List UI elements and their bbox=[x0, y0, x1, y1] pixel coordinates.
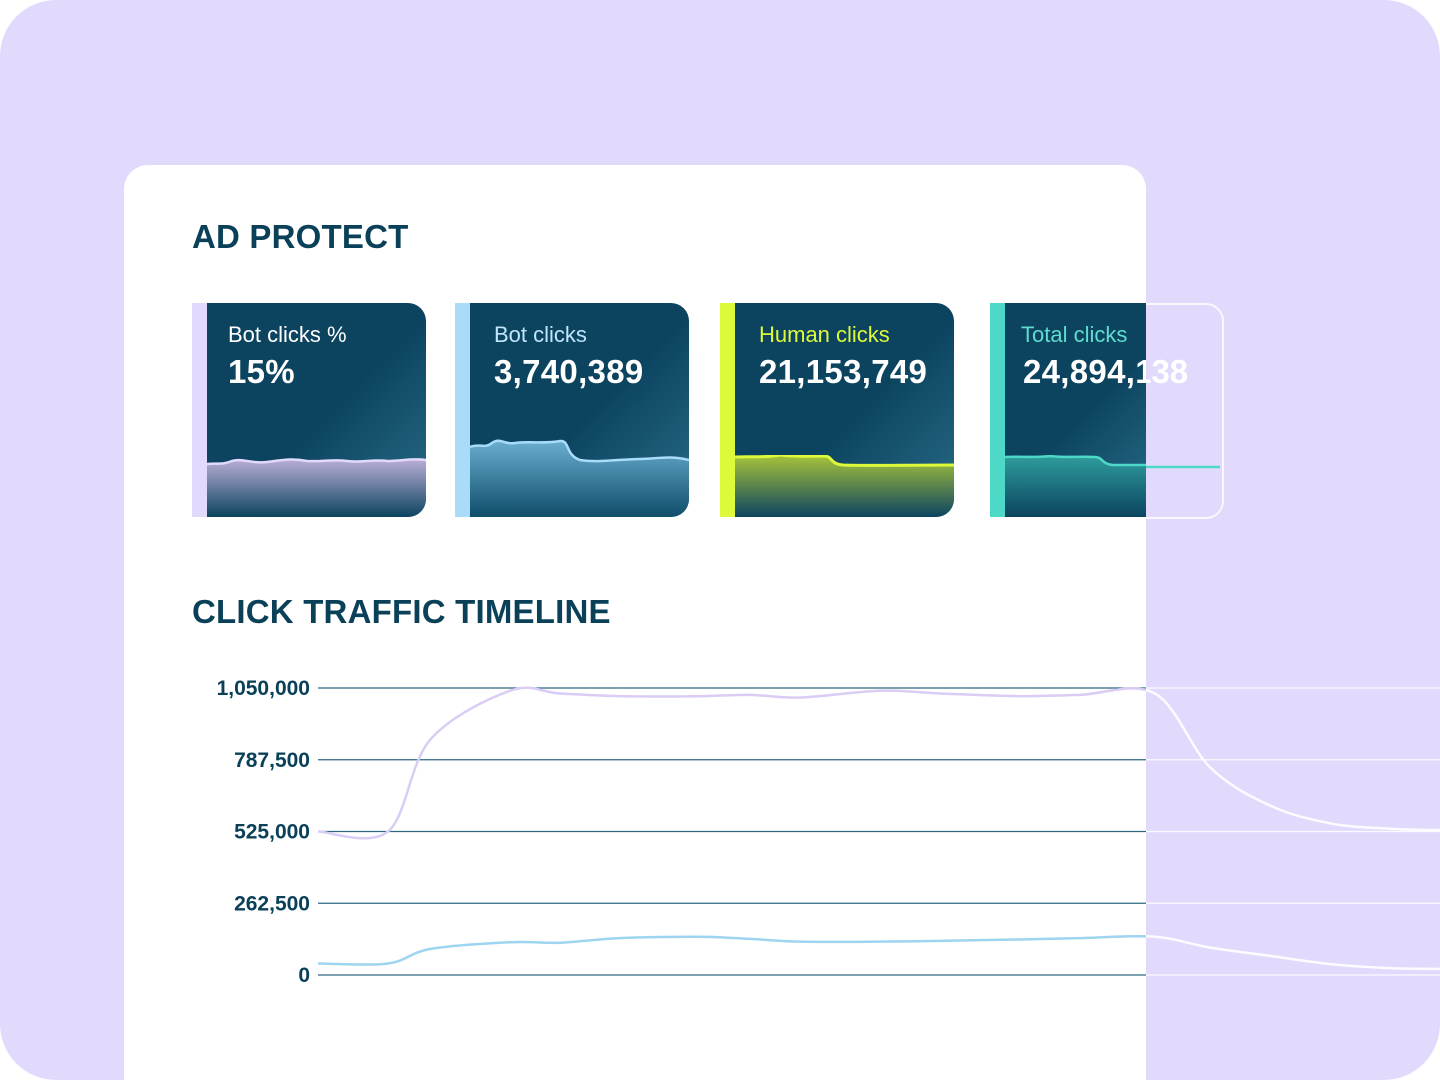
card-sparkline bbox=[735, 455, 954, 517]
card-overflow-sparkline bbox=[1146, 465, 1220, 469]
card-accent-stripe bbox=[990, 303, 1005, 517]
card-accent-stripe bbox=[192, 303, 207, 517]
card-value: 15% bbox=[228, 353, 295, 390]
series-line-1 bbox=[317, 686, 1146, 840]
kpi-card-bot-clicks[interactable]: Bot clicks 3,740,389 bbox=[455, 303, 689, 517]
series-line-1-overflow bbox=[1146, 688, 1440, 832]
kpi-card-human-clicks[interactable]: Human clicks 21,153,749 bbox=[720, 303, 954, 517]
card-value: 21,153,749 bbox=[759, 353, 928, 390]
y-tick-label: 262,500 bbox=[234, 892, 310, 915]
section-title-timeline: CLICK TRAFFIC TIMELINE bbox=[192, 593, 611, 630]
series-line-2-overflow bbox=[1146, 935, 1440, 971]
card-label: Human clicks bbox=[759, 322, 890, 347]
y-tick-label: 525,000 bbox=[234, 821, 310, 844]
series-line-2 bbox=[317, 934, 1146, 966]
card-accent-stripe bbox=[720, 303, 735, 517]
card-label: Bot clicks bbox=[494, 322, 587, 347]
card-overflow-outline bbox=[1146, 303, 1224, 519]
kpi-card-bot-clicks-percent[interactable]: Bot clicks % 15% bbox=[192, 303, 426, 517]
card-value: 3,740,389 bbox=[494, 353, 644, 390]
card-value: 24,894,138 bbox=[1023, 353, 1146, 390]
card-sparkline bbox=[207, 458, 426, 517]
card-sparkline bbox=[1005, 455, 1146, 517]
page-title: AD PROTECT bbox=[192, 218, 409, 255]
kpi-card-total-clicks[interactable]: Total clicks 24,894,138 bbox=[990, 303, 1146, 517]
y-tick-label: 0 bbox=[298, 964, 310, 987]
y-tick-label: 1,050,000 bbox=[217, 677, 310, 700]
card-sparkline bbox=[470, 439, 689, 517]
card-accent-stripe bbox=[455, 303, 470, 517]
card-label: Total clicks bbox=[1021, 322, 1128, 347]
card-value-overflow: 24,894,138 bbox=[1146, 353, 1189, 390]
card-label: Bot clicks % bbox=[228, 322, 347, 347]
y-tick-label: 787,500 bbox=[234, 749, 310, 772]
